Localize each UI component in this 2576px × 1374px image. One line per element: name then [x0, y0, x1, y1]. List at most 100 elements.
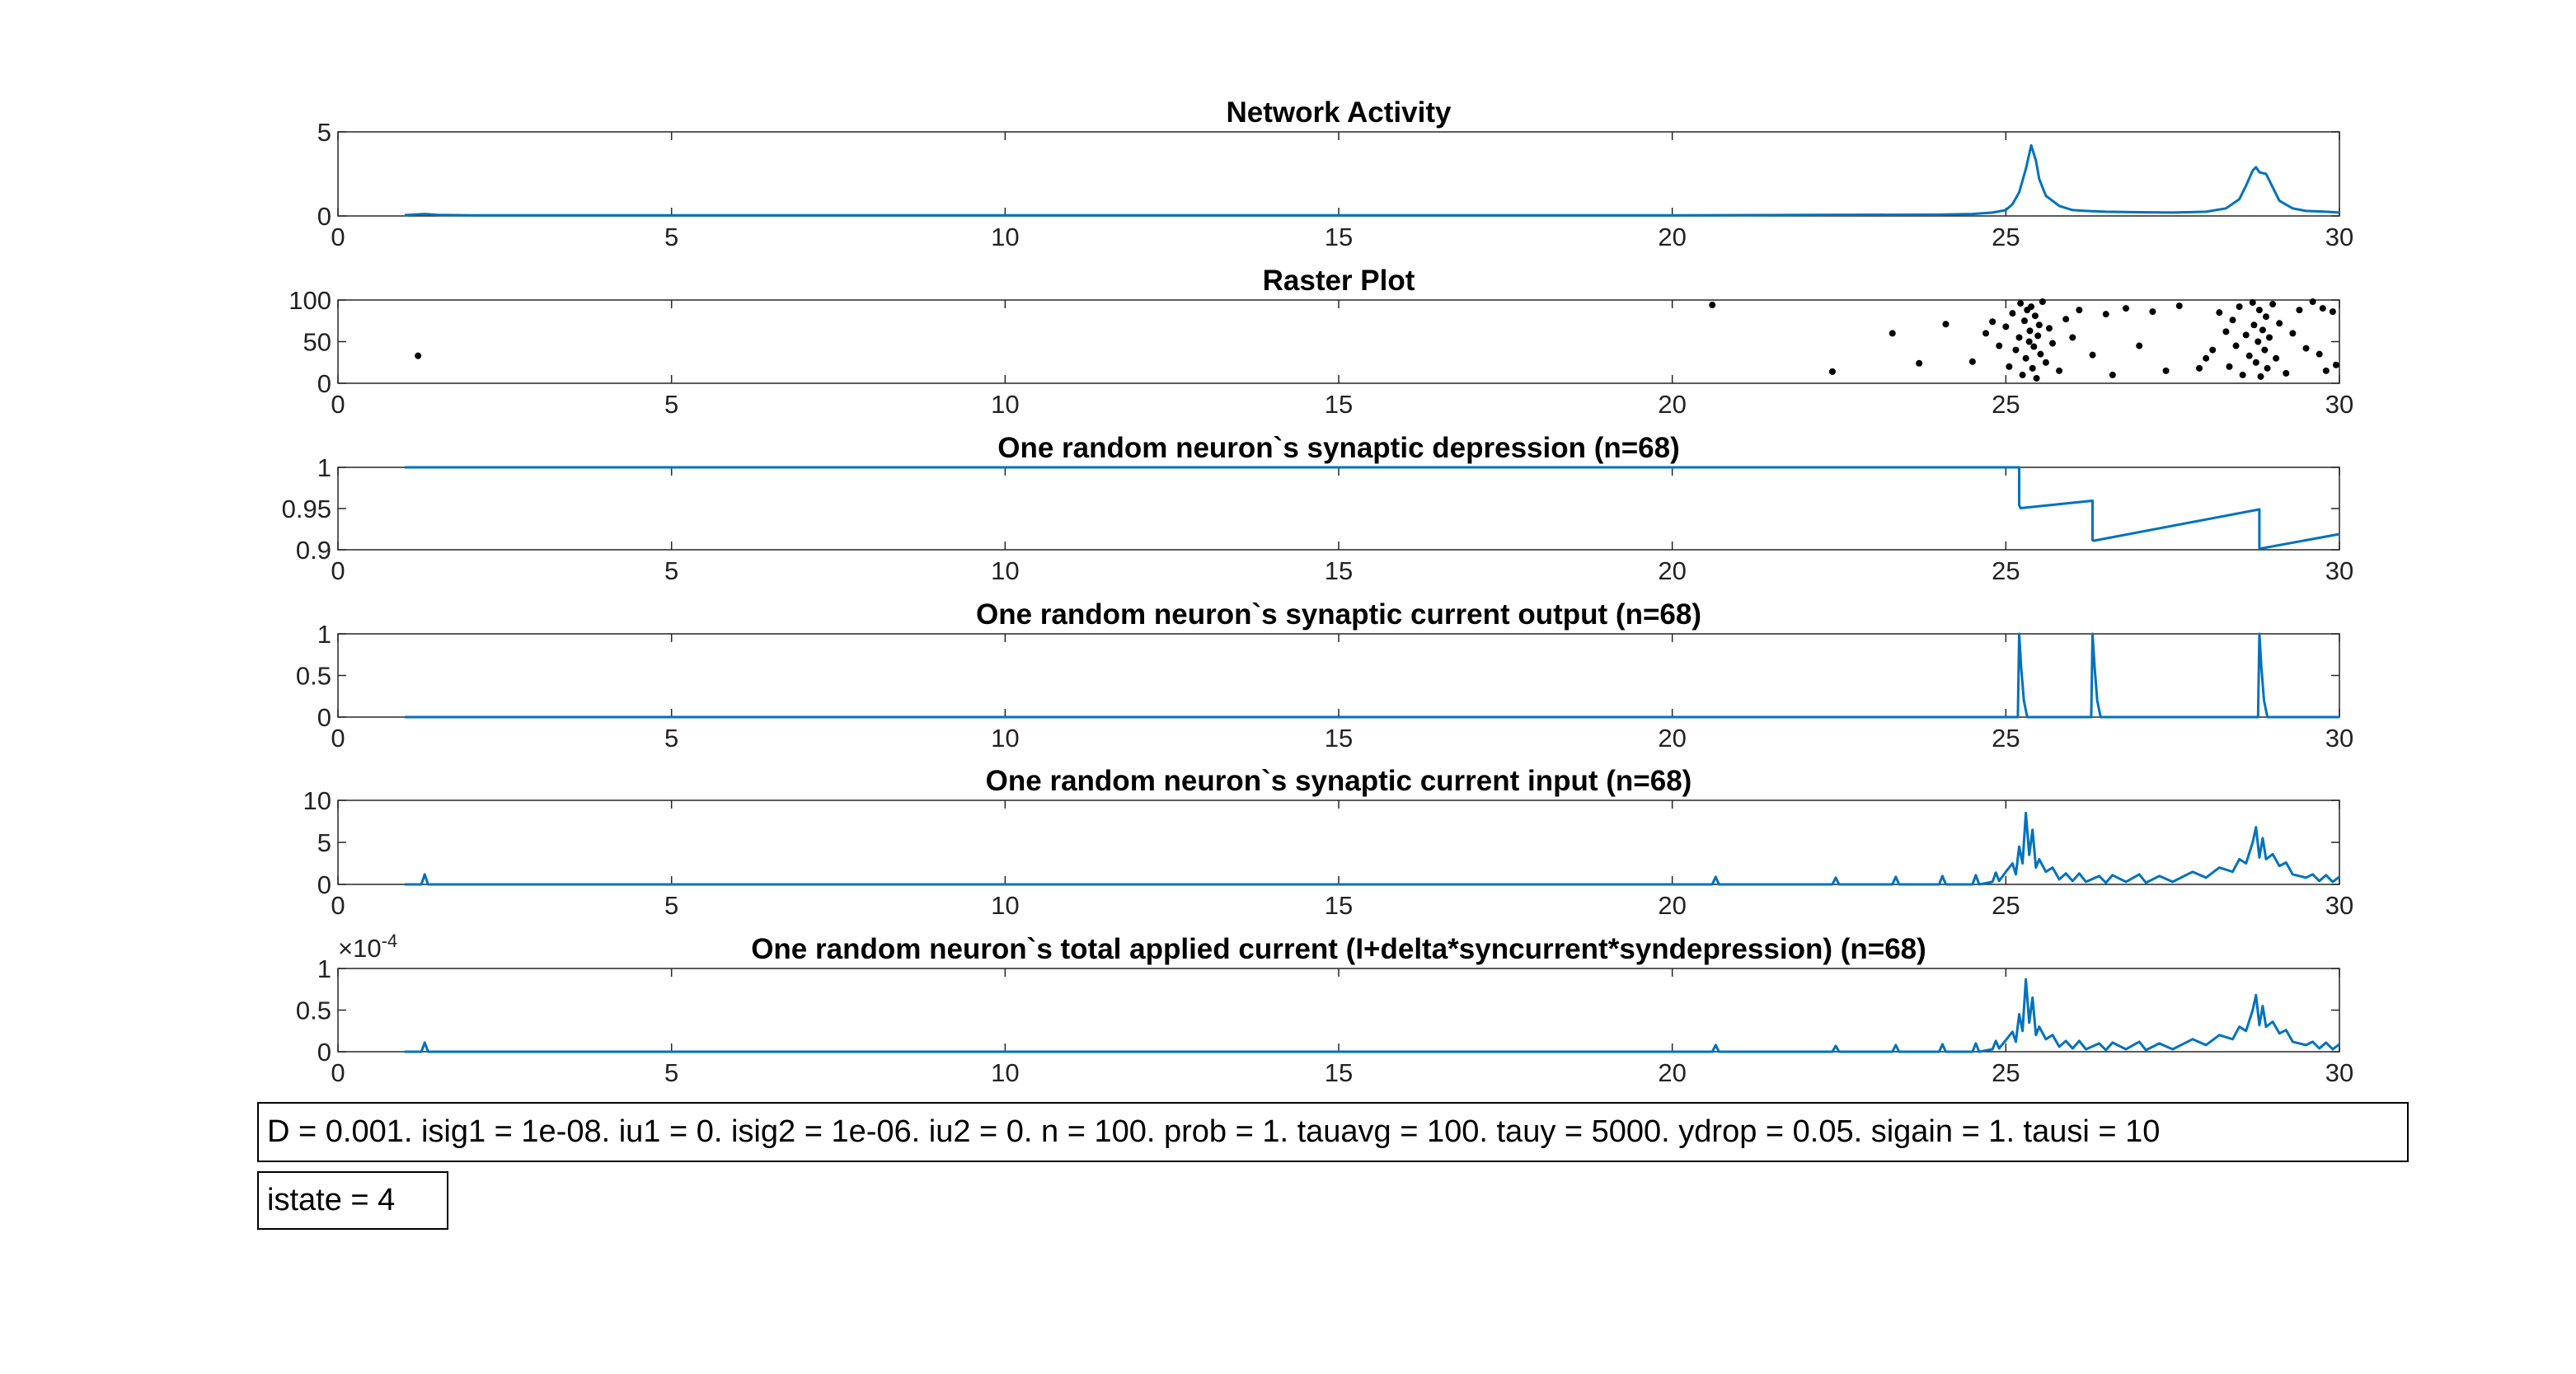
x-tick-label: 30: [2325, 1058, 2353, 1087]
raster-point: [2255, 338, 2262, 345]
raster-point: [2062, 316, 2070, 323]
raster-point: [2273, 354, 2280, 362]
raster-point: [1889, 330, 1896, 337]
raster-point: [2029, 364, 2036, 372]
subplot-title: One random neuron`s synaptic current inp…: [986, 765, 1692, 797]
subplot-6: 0 5 10 15 20 25 30 0 0.5 1 One random neuron`s tot…: [296, 931, 2353, 1087]
raster-point: [2261, 346, 2269, 354]
y-tick-label: 0: [317, 202, 331, 231]
subplot-title: One random neuron`s total applied curren…: [751, 933, 1926, 965]
raster-point: [2056, 367, 2063, 374]
raster-point: [2017, 300, 2025, 307]
raster-point: [2226, 363, 2233, 370]
raster-point: [1942, 321, 1950, 328]
raster-point: [1982, 330, 1990, 337]
raster-point: [1996, 342, 2003, 349]
x-tick-label: 15: [1325, 891, 1353, 920]
raster-point: [2289, 330, 2297, 337]
subplot-title: One random neuron`s synaptic current out…: [976, 598, 1701, 631]
x-tick-label: 20: [1658, 556, 1686, 585]
raster-point: [2123, 305, 2130, 312]
y-tick-label: 1: [317, 453, 331, 482]
x-tick-label: 30: [2325, 556, 2353, 585]
x-tick-label: 20: [1658, 724, 1686, 753]
x-tick-label: 25: [1992, 891, 2020, 920]
state-text: istate = 4: [267, 1183, 396, 1217]
parameter-textbox: D = 0.001. isig1 = 1e-08. iu1 = 0. isig2…: [257, 1102, 2409, 1162]
x-tick-label: 20: [1658, 891, 1686, 920]
y-tick-label: 0.5: [296, 997, 331, 1025]
raster-point: [2037, 350, 2044, 358]
axes-box: [337, 467, 2340, 551]
series-line: [404, 632, 2339, 719]
raster-point: [2236, 303, 2243, 311]
raster-point: [2045, 325, 2053, 332]
x-tick-label: 15: [1325, 556, 1353, 585]
raster-point: [2257, 373, 2264, 380]
raster-point: [2255, 307, 2263, 314]
x-tick-label: 30: [2325, 390, 2353, 419]
subplot-title: One random neuron`s synaptic depression …: [997, 432, 1680, 464]
raster-point: [2269, 301, 2277, 308]
raster-point: [2249, 299, 2256, 307]
raster-point: [2035, 321, 2043, 329]
y-tick-label: 0.5: [296, 662, 331, 691]
raster-point: [2109, 371, 2116, 378]
x-tick-label: 0: [331, 390, 345, 419]
raster-point: [2002, 323, 2010, 331]
raster-point: [2229, 317, 2236, 324]
axes-box: [337, 633, 2340, 718]
raster-point: [415, 352, 422, 359]
x-tick-label: 20: [1658, 1058, 1686, 1087]
raster-point: [2322, 367, 2330, 374]
x-tick-label: 25: [1992, 390, 2020, 419]
raster-point: [2033, 374, 2040, 382]
raster-point: [2076, 307, 2083, 314]
x-tick-label: 25: [1992, 556, 2020, 585]
raster-point: [2222, 328, 2230, 335]
y-tick-label: 0: [317, 703, 331, 732]
raster-point: [2136, 342, 2143, 349]
x-tick-label: 10: [991, 556, 1019, 585]
raster-point: [2252, 359, 2259, 366]
raster-point: [2296, 307, 2303, 314]
subplot-1: 0 5 10 15 20 25 30 0 5 Network Activity: [317, 96, 2353, 251]
x-tick-label: 10: [991, 1058, 1019, 1087]
raster-point: [2031, 312, 2039, 320]
raster-point: [2316, 350, 2323, 358]
raster-point: [1989, 318, 1997, 326]
x-tick-label: 5: [664, 556, 678, 585]
parameter-text: D = 0.001. isig1 = 1e-08. iu1 = 0. isig2…: [267, 1114, 2161, 1149]
series-line: [404, 143, 2340, 217]
x-tick-label: 5: [664, 891, 678, 920]
raster-point: [2319, 305, 2326, 312]
raster-point: [2259, 326, 2266, 334]
y-tick-label: 100: [289, 286, 331, 315]
y-tick-label: 0.95: [282, 495, 331, 523]
raster-point: [2069, 334, 2076, 341]
y-exponent-label: ×10-4: [338, 931, 397, 963]
x-tick-label: 5: [664, 1058, 678, 1087]
subplot-title: Raster Plot: [1263, 265, 1415, 297]
x-tick-label: 15: [1325, 223, 1353, 251]
y-tick-label: 0: [317, 1038, 331, 1067]
y-tick-label: 0: [317, 870, 331, 899]
raster-point: [1709, 302, 1716, 309]
raster-point: [1916, 359, 1923, 367]
y-tick-label: 0.9: [296, 536, 331, 565]
raster-point: [2028, 303, 2035, 311]
axes-box: [337, 299, 2340, 384]
subplot-3: 0 5 10 15 20 25 30 0.9 0.95 1 One random neuron`s …: [282, 432, 2354, 585]
x-tick-label: 10: [991, 390, 1019, 419]
x-tick-label: 5: [664, 223, 678, 251]
x-tick-label: 0: [331, 724, 345, 753]
raster-point: [2196, 364, 2203, 372]
raster-point: [2019, 371, 2026, 378]
x-tick-label: 25: [1992, 724, 2020, 753]
y-tick-label: 1: [317, 620, 331, 649]
raster-point: [2266, 334, 2273, 341]
state-textbox: istate = 4: [257, 1171, 448, 1230]
raster-point: [2102, 311, 2109, 318]
raster-point: [2264, 364, 2271, 372]
subplot-5: 0 5 10 15 20 25 30 0 5 10 One random neuron`s syna…: [303, 765, 2354, 920]
